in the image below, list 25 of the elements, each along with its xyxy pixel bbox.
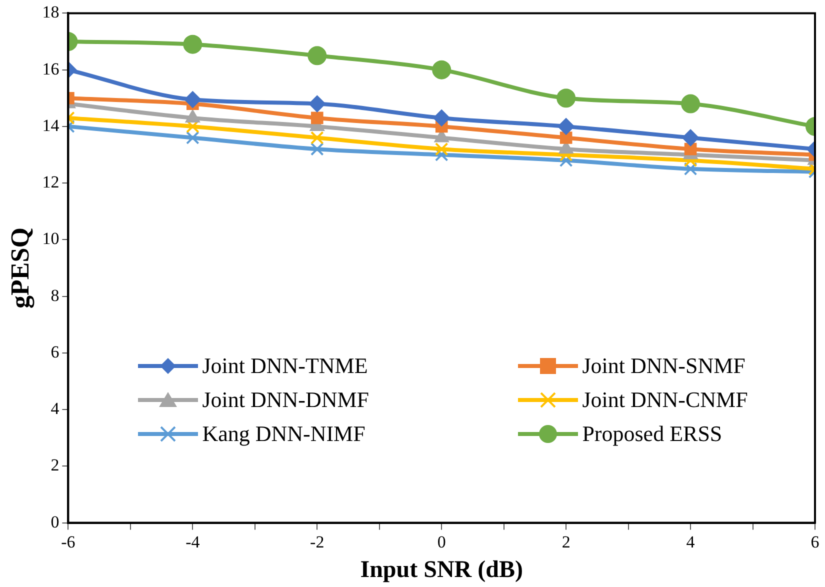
legend-label: Kang DNN-NIMF [202,420,366,447]
legend-label: Joint DNN-DNMF [202,386,370,413]
legend-label: Joint DNN-SNMF [582,352,746,379]
y-tick-label: 12 [42,172,60,192]
y-tick-label: 0 [50,512,60,532]
y-tick-label: 10 [42,229,60,248]
x-tick-label: 4 [686,532,696,552]
x-axis-title: Input SNR (dB) [360,556,523,583]
y-axis-title: gPESQ [5,228,34,308]
y-tick-label: 14 [42,116,60,135]
x-tick-label: -2 [310,532,324,552]
y-tick-label: 18 [42,2,60,22]
y-tick-label: 16 [42,59,60,78]
legend-label: Joint DNN-TNME [202,352,368,379]
legend-label: Proposed ERSS [582,420,722,447]
x-tick-label: -4 [186,532,200,552]
legend-label: Joint DNN-CNMF [582,386,748,413]
y-tick-label: 4 [50,399,60,418]
x-tick-label: 0 [437,532,446,552]
x-tick-label: -6 [61,532,76,552]
y-tick-label: 6 [50,342,60,362]
y-tick-label: 2 [50,456,60,475]
x-tick-label: 2 [562,532,570,552]
x-tick-label: 6 [810,532,820,552]
y-tick-label: 8 [50,286,60,305]
